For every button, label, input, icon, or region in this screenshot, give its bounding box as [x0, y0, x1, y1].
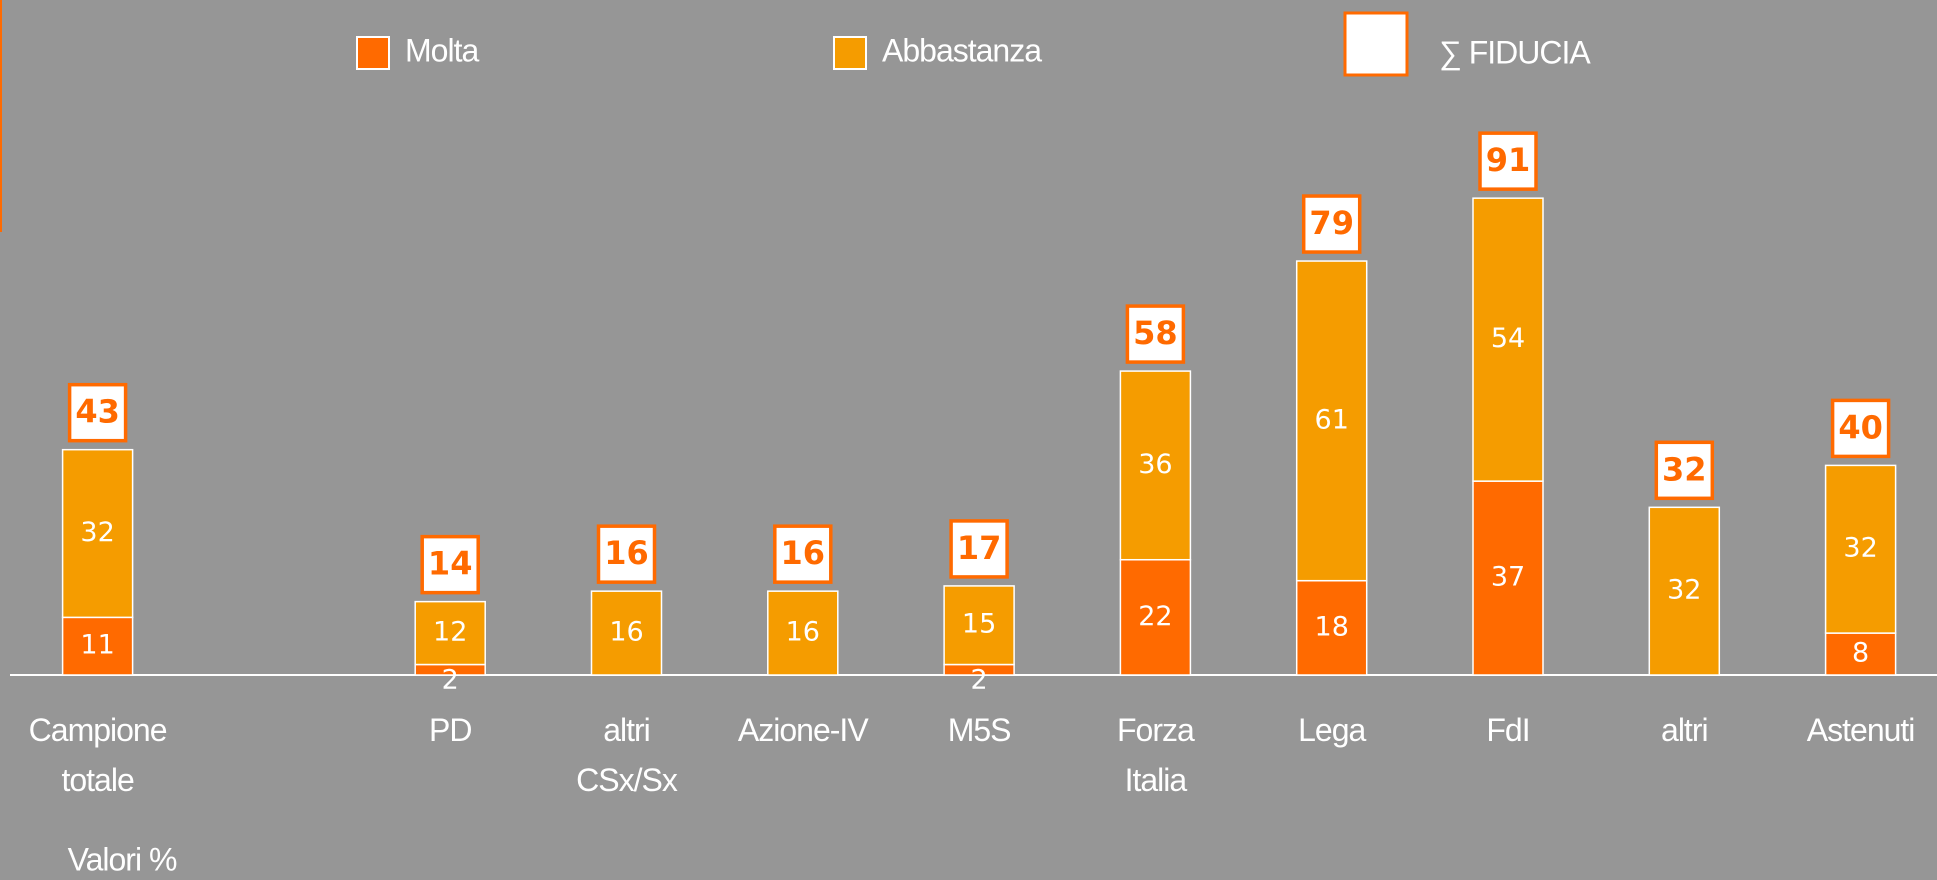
bar-segment: [1119, 370, 1192, 561]
data-label: 16: [609, 617, 643, 648]
x-tick-label: Forza Italia: [1117, 712, 1195, 798]
x-tick-label: Astenuti: [1807, 712, 1915, 748]
total-label: 58: [1133, 314, 1178, 352]
data-label: 22: [1138, 601, 1172, 632]
legend-label: Molta: [405, 32, 479, 68]
x-tick-label: Campione totale: [29, 712, 167, 798]
x-tick-label: PD: [429, 712, 471, 748]
total-box: [949, 519, 1009, 579]
bar-segment: [1472, 480, 1544, 676]
legend-label: Abbastanza: [882, 32, 1042, 68]
total-box: [67, 382, 128, 443]
data-label: 16: [786, 617, 820, 648]
bar-segment: [943, 585, 1015, 666]
legend-swatch: [1343, 11, 1409, 77]
bar-segment: [1824, 632, 1897, 676]
total-label: 91: [1486, 141, 1531, 179]
total-label: 16: [604, 534, 649, 572]
x-tick-label: Lega: [1298, 712, 1366, 748]
note: Valori %: [68, 841, 177, 877]
total-label: 16: [781, 534, 826, 572]
total-label: 79: [1309, 204, 1354, 242]
x-tick-label: altri CSx/Sx: [576, 712, 678, 798]
total-box: [1125, 304, 1186, 364]
total-label: 32: [1662, 450, 1707, 488]
legend-label: ∑ FIDUCIA: [1439, 34, 1591, 70]
total-box: [420, 534, 480, 595]
x-tick-label: altri: [1661, 712, 1708, 748]
data-label: 36: [1138, 449, 1172, 480]
x-tick-label: M5S: [948, 712, 1011, 748]
data-label: 2: [971, 665, 988, 696]
legend-swatch: [356, 36, 390, 70]
data-label: 37: [1491, 562, 1525, 593]
data-label: 61: [1315, 404, 1349, 435]
data-label: 8: [1852, 638, 1869, 669]
total-box: [773, 524, 833, 584]
data-label: 32: [80, 517, 114, 548]
total-box: [1301, 194, 1362, 254]
data-label: 11: [80, 630, 114, 661]
data-label: 15: [962, 609, 996, 640]
total-label: 17: [957, 529, 1002, 567]
total-box: [1478, 131, 1538, 191]
bar-segment: [1295, 260, 1368, 582]
total-box: [1830, 398, 1891, 459]
total-box: [596, 524, 657, 584]
total-label: 43: [75, 393, 120, 431]
bar-segment: [1119, 558, 1192, 676]
bar-segment: [1472, 197, 1544, 482]
bar-segment: [590, 590, 663, 676]
x-tick-label: Azione-IV: [738, 712, 869, 748]
data-label: 12: [433, 617, 467, 648]
data-label: 18: [1315, 611, 1349, 642]
bar-segment: [1824, 464, 1897, 634]
bar-segment: [1648, 506, 1721, 676]
bar-segment: [414, 600, 486, 666]
bar-segment: [61, 448, 134, 619]
data-label: 54: [1491, 323, 1525, 354]
data-label: 32: [1667, 575, 1701, 606]
data-label: 32: [1843, 533, 1877, 564]
bar-segment: [61, 616, 134, 676]
bar-segment: [767, 590, 839, 676]
total-label: 14: [428, 545, 473, 583]
total-box: [1654, 440, 1715, 501]
x-tick-label: FdI: [1486, 712, 1529, 748]
data-label: 2: [442, 665, 459, 696]
total-label: 40: [1838, 408, 1883, 446]
bar-segment: [1295, 579, 1368, 676]
legend-swatch: [833, 36, 867, 70]
